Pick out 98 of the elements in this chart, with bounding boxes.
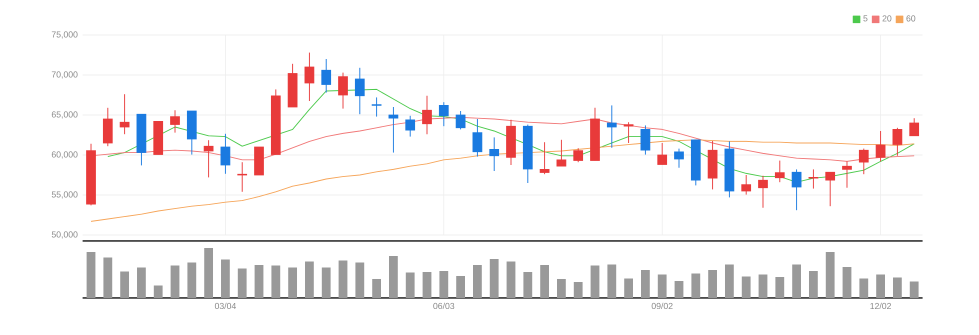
bar xyxy=(170,265,180,298)
candlestick xyxy=(657,142,668,166)
bar xyxy=(674,280,684,298)
y-tick-label: 70,000 xyxy=(52,71,78,79)
bar xyxy=(590,265,600,298)
bar xyxy=(910,281,919,298)
bar xyxy=(103,257,112,298)
candlestick xyxy=(909,118,920,136)
candlestick xyxy=(825,172,836,207)
bar xyxy=(473,264,482,298)
candlestick xyxy=(354,67,365,115)
bar xyxy=(406,272,415,298)
bar xyxy=(288,267,298,298)
bar xyxy=(658,274,667,298)
candlestick xyxy=(858,148,869,175)
bar xyxy=(758,274,768,298)
bar xyxy=(456,276,465,298)
bar xyxy=(792,264,801,298)
bar xyxy=(490,258,499,298)
candlestick xyxy=(792,168,802,211)
bar xyxy=(187,262,196,298)
y-tick-label: 55,000 xyxy=(52,191,78,199)
x-tick-label: 12/02 xyxy=(870,302,891,310)
bar xyxy=(842,266,852,298)
candlestick xyxy=(170,110,180,134)
bar xyxy=(372,278,382,298)
candlestick xyxy=(321,58,332,94)
bar xyxy=(238,268,247,298)
candlestick xyxy=(540,142,550,175)
bar xyxy=(691,273,700,298)
x-tick-label: 09/02 xyxy=(652,302,673,310)
y-tick-label: 75,000 xyxy=(52,31,78,39)
y-tick-label: 60,000 xyxy=(52,151,78,159)
candlestick xyxy=(573,148,584,163)
bar xyxy=(640,270,650,298)
bar xyxy=(439,270,448,298)
bar xyxy=(724,264,734,298)
candlestick xyxy=(774,160,785,183)
candlestick xyxy=(237,162,248,192)
y-tick-label: 50,000 xyxy=(52,231,78,239)
candlestick xyxy=(892,127,902,156)
candlestick xyxy=(472,118,482,158)
candlestick xyxy=(120,94,130,135)
bar xyxy=(254,264,264,298)
bar xyxy=(506,261,516,298)
candlestick xyxy=(338,72,348,110)
candlestick xyxy=(674,148,684,168)
bar xyxy=(338,260,348,298)
bar xyxy=(892,277,902,298)
bar xyxy=(775,276,784,298)
candlestick xyxy=(741,174,752,196)
candlestick xyxy=(388,106,398,154)
bar xyxy=(859,278,868,298)
candlestick xyxy=(204,140,214,178)
candlestick xyxy=(876,130,886,162)
bar xyxy=(826,252,835,298)
bar xyxy=(322,267,331,298)
bar xyxy=(742,276,751,298)
bar xyxy=(204,248,214,298)
legend-label: 5 xyxy=(863,15,868,22)
bar xyxy=(624,278,633,298)
candlestick xyxy=(556,139,566,167)
y-tick-label: 65,000 xyxy=(52,111,78,119)
bar xyxy=(120,271,130,298)
bar xyxy=(422,272,432,298)
bar xyxy=(557,278,566,298)
candlestick xyxy=(456,110,466,130)
bar xyxy=(808,270,818,298)
candlestick xyxy=(624,122,634,144)
bar xyxy=(523,272,532,298)
bar xyxy=(355,262,364,298)
candlestick xyxy=(606,104,617,148)
bar xyxy=(876,274,885,298)
candlestick xyxy=(405,115,416,138)
candlestick xyxy=(422,95,432,135)
bar xyxy=(271,265,280,298)
candlestick xyxy=(842,160,852,188)
bar xyxy=(574,282,583,298)
candlestick xyxy=(640,124,650,156)
x-tick-label: 03/04 xyxy=(214,302,236,310)
bar xyxy=(389,256,398,298)
bar xyxy=(154,285,163,298)
bar xyxy=(221,259,230,298)
bar xyxy=(708,270,717,298)
bar xyxy=(540,264,549,298)
candlestick xyxy=(808,168,818,190)
candlestick xyxy=(220,133,230,174)
x-tick-label: 06/03 xyxy=(433,302,454,310)
bar xyxy=(305,261,314,298)
legend-label: 20 xyxy=(882,15,892,22)
candlestick xyxy=(304,52,314,102)
bar xyxy=(137,267,146,298)
candlestick xyxy=(758,175,768,208)
bar xyxy=(607,264,616,298)
legend-label: 60 xyxy=(906,15,916,22)
candlestick xyxy=(489,136,500,172)
bar xyxy=(86,252,96,298)
candlestick xyxy=(438,102,449,127)
